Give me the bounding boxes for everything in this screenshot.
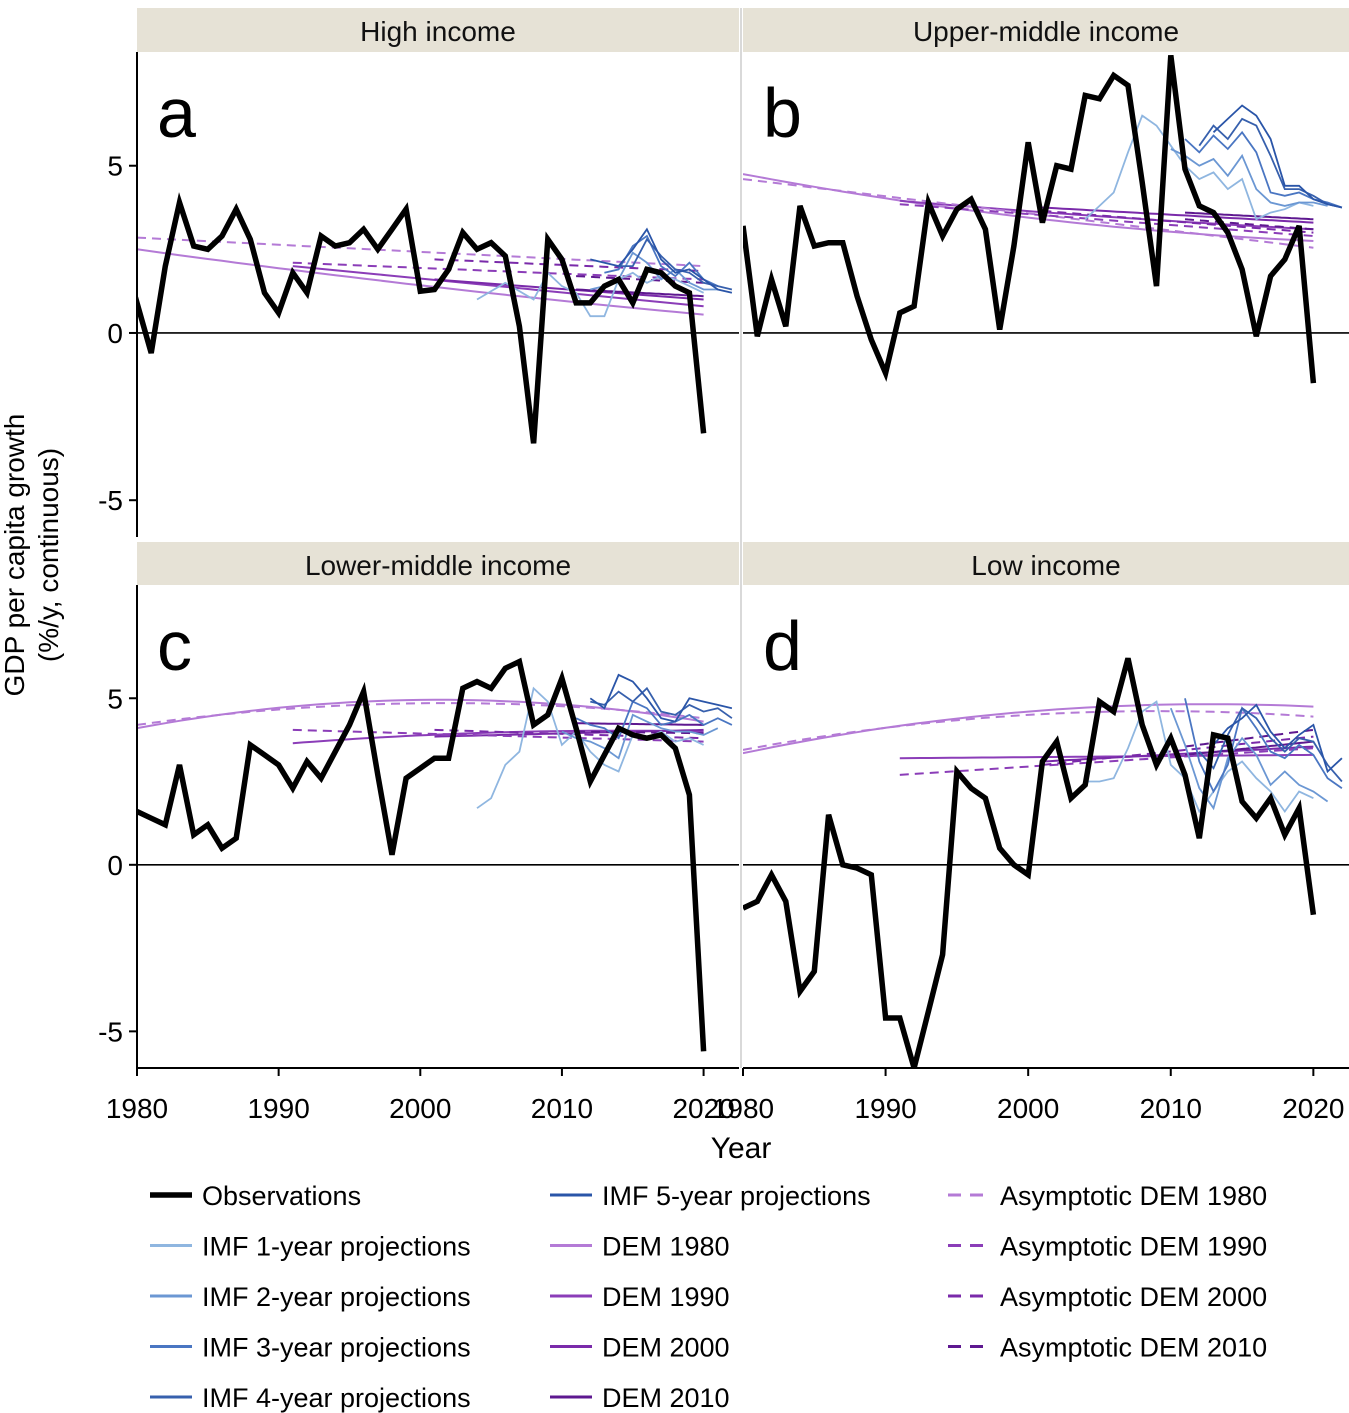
- imf-line-2: [1170, 148, 1328, 207]
- panel-letter: a: [157, 74, 196, 152]
- imf-line-5: [1212, 703, 1343, 774]
- legend-label-imf5: IMF 5-year projections: [602, 1181, 871, 1211]
- panel-title: Low income: [971, 550, 1120, 581]
- panel-a: High income a -5 0 5: [98, 8, 739, 537]
- x-tick-label: 2010: [531, 1093, 593, 1124]
- panel-c: Lower-middle income c -5 0 5 1980 1990 2000 2010…: [98, 542, 739, 1124]
- imf-line-5: [589, 673, 733, 723]
- x-axis-title: Year: [711, 1132, 772, 1165]
- asymptotic-dem-line-1991: [292, 728, 704, 743]
- legend-label-dem2000: DEM 2000: [602, 1333, 730, 1363]
- legend-label-imf1: IMF 1-year projections: [202, 1232, 471, 1262]
- panel-title: High income: [360, 16, 516, 47]
- imf-line-3: [575, 700, 733, 740]
- legend-label-imf3: IMF 3-year projections: [202, 1333, 471, 1363]
- imf-line-3: [1184, 698, 1343, 794]
- observations-line: [137, 657, 707, 1052]
- y-tick-label: 0: [107, 850, 123, 881]
- dem-line-1980: [743, 703, 1314, 755]
- y-tick-label: -5: [98, 1016, 123, 1047]
- legend: Observations IMF 1-year projections IMF 2-…: [150, 1181, 1267, 1413]
- asymptotic-dem-line-2011: [576, 730, 704, 735]
- legend-label-dem2010: DEM 2010: [602, 1383, 730, 1413]
- imf-line-4: [590, 686, 733, 719]
- legend-label-adem2000: Asymptotic DEM 2000: [1000, 1282, 1267, 1312]
- panel-strip: [137, 542, 739, 585]
- imf-line-4: [618, 237, 733, 291]
- imf-line-4: [1198, 706, 1343, 783]
- x-tick-label: 2000: [389, 1093, 451, 1124]
- x-tick-label: 1990: [247, 1093, 309, 1124]
- observations-line: [743, 54, 1317, 384]
- x-tick-label: 2020: [1282, 1093, 1344, 1124]
- asymptotic-dem-line-1991: [899, 203, 1314, 237]
- asymptotic-dem-line-1980: [137, 702, 704, 726]
- imf-line-2: [1169, 707, 1329, 811]
- legend-label-imf4: IMF 4-year projections: [202, 1383, 471, 1413]
- x-tick-label: 1980: [712, 1093, 774, 1124]
- asymptotic-dem-line-2011: [1184, 218, 1314, 231]
- legend-label-dem1980: DEM 1980: [602, 1232, 730, 1262]
- observations-line: [137, 192, 707, 444]
- observations-line: [743, 657, 1317, 1068]
- panel-strip: [137, 8, 739, 52]
- imf-line-5: [590, 227, 733, 294]
- imf-line-1: [476, 686, 704, 809]
- legend-label-observations: Observations: [202, 1181, 361, 1211]
- y-tick-label: 5: [107, 151, 123, 182]
- panel-b: Upper-middle income b: [743, 8, 1349, 384]
- x-tick-label: 2010: [1140, 1093, 1202, 1124]
- y-tick-label: 5: [107, 683, 123, 714]
- panel-letter: d: [763, 607, 802, 685]
- imf-line-5: [1212, 104, 1343, 209]
- legend-label-dem1990: DEM 1990: [602, 1282, 730, 1312]
- legend-label-imf2: IMF 2-year projections: [202, 1282, 471, 1312]
- panel-strip: [743, 8, 1349, 52]
- dem-line-2011: [1184, 211, 1314, 221]
- asymptotic-dem-line-2011: [1184, 728, 1314, 748]
- x-tick-label: 1990: [854, 1093, 916, 1124]
- asymptotic-dem-line-2001: [1042, 209, 1314, 234]
- panel-strip: [743, 542, 1349, 585]
- dem-line-2011: [576, 722, 704, 726]
- panel-letter: b: [763, 74, 802, 152]
- asymptotic-dem-line-1980: [137, 236, 704, 268]
- dem-line-1991: [899, 753, 1314, 760]
- x-tick-label: 1980: [106, 1093, 168, 1124]
- asymptotic-dem-line-1980: [743, 710, 1314, 751]
- y-tick-label: 0: [107, 318, 123, 349]
- asymptotic-dem-line-1991: [292, 261, 704, 281]
- panel-title: Upper-middle income: [913, 16, 1179, 47]
- asymptotic-dem-line-1991: [899, 747, 1314, 776]
- x-tick-label: 2020: [672, 1093, 734, 1124]
- imf-line-1: [1084, 114, 1314, 221]
- x-tick-label: 2000: [997, 1093, 1059, 1124]
- imf-line-2: [561, 713, 719, 760]
- imf-line-4: [1198, 117, 1343, 209]
- legend-label-adem2010: Asymptotic DEM 2010: [1000, 1333, 1267, 1363]
- panel-letter: c: [157, 607, 192, 685]
- y-axis-title: GDP per capita growth (%/y, continuous): [0, 414, 64, 697]
- imf-line-1: [1085, 700, 1314, 814]
- legend-label-adem1980: Asymptotic DEM 1980: [1000, 1181, 1267, 1211]
- panel-title: Lower-middle income: [305, 550, 571, 581]
- y-tick-label: -5: [98, 485, 123, 516]
- panel-d: Low income d 1980 1990 2000 2010 2020: [712, 542, 1349, 1124]
- dem-line-2001: [1042, 206, 1314, 224]
- legend-label-adem1990: Asymptotic DEM 1990: [1000, 1232, 1267, 1262]
